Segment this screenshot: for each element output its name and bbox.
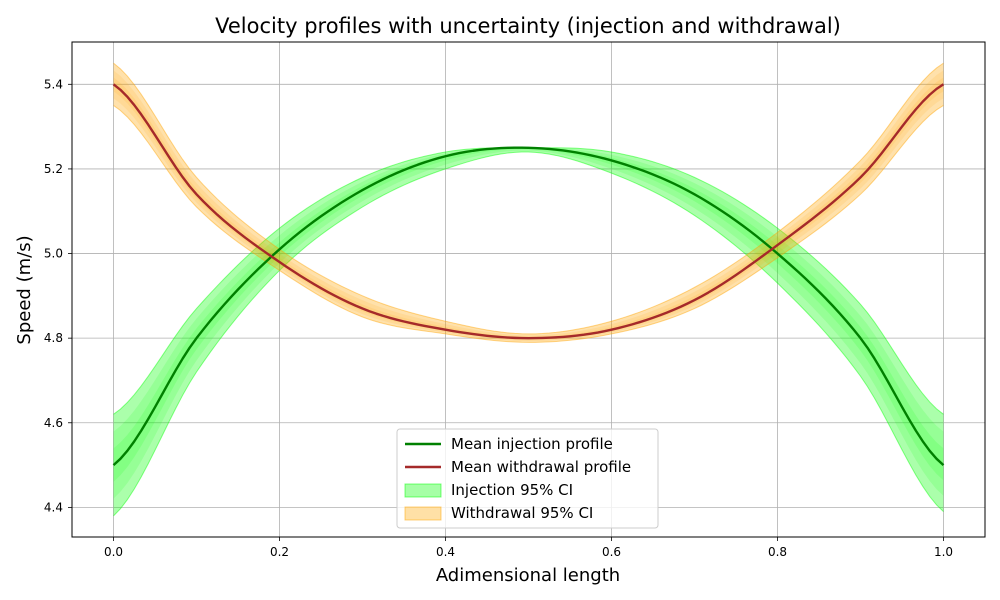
y-axis-title: Speed (m/s) <box>14 235 35 344</box>
legend-label: Injection 95% CI <box>451 481 573 499</box>
legend-box <box>396 428 659 529</box>
x-tick-label: 0.4 <box>436 545 455 559</box>
injection-ci-band-lower-edge <box>113 151 944 517</box>
legend-label: Mean injection profile <box>451 435 613 453</box>
legend-label: Mean withdrawal profile <box>451 458 631 476</box>
withdrawal-ci-band <box>113 63 944 343</box>
legend: Mean injection profile Mean withdrawal pr… <box>396 428 659 529</box>
y-tick-label: 4.4 <box>44 500 63 514</box>
withdrawal-ci-band-layer <box>113 70 944 341</box>
y-tick-label: 4.8 <box>44 331 63 345</box>
y-tick-label: 5.0 <box>44 247 63 261</box>
legend-label: Withdrawal 95% CI <box>451 504 593 522</box>
x-tick-label: 1.0 <box>934 545 953 559</box>
legend-patch-swatch <box>404 506 442 521</box>
y-tick-label: 5.2 <box>44 162 63 176</box>
x-tick-label: 0.2 <box>270 545 289 559</box>
y-tick-label: 4.6 <box>44 416 63 430</box>
legend-patch-swatch <box>404 483 442 498</box>
y-axis: 4.4 4.6 4.8 5.0 5.2 5.4 <box>44 77 72 514</box>
x-axis: 0.0 0.2 0.4 0.6 0.8 1.0 <box>104 537 953 559</box>
x-tick-label: 0.6 <box>602 545 621 559</box>
chart-title: Velocity profiles with uncertainty (inje… <box>215 14 841 38</box>
mean-lines <box>112 83 945 466</box>
plot-frame <box>71 41 986 538</box>
withdrawal-ci-band-lower-edge <box>113 105 944 343</box>
mean-injection-line <box>112 146 945 466</box>
grid <box>72 42 985 537</box>
x-tick-label: 0.8 <box>768 545 787 559</box>
mean-withdrawal-line <box>112 83 945 340</box>
injection-ci-band-layer <box>113 147 944 499</box>
withdrawal-ci-band-upper-edge <box>113 62 944 335</box>
y-tick-label: 5.4 <box>44 77 63 91</box>
injection-ci-band <box>113 147 944 516</box>
x-tick-label: 0.0 <box>104 545 123 559</box>
x-axis-title: Adimensional length <box>436 565 620 586</box>
